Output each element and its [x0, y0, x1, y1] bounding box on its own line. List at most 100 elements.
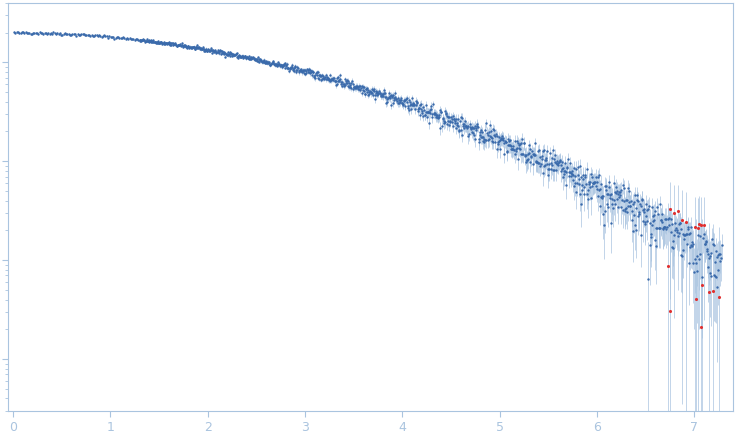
Point	[649, 236, 661, 243]
Point	[640, 220, 651, 227]
Point	[71, 31, 83, 38]
Point	[600, 183, 612, 190]
Point	[715, 241, 727, 248]
Point	[302, 69, 314, 76]
Point	[653, 224, 665, 231]
Point	[407, 102, 419, 109]
Point	[210, 47, 222, 54]
Point	[92, 32, 104, 39]
Point	[307, 69, 319, 76]
Point	[559, 168, 570, 175]
Point	[706, 250, 718, 257]
Point	[367, 91, 379, 98]
Point	[334, 76, 346, 83]
Point	[598, 207, 610, 214]
Point	[435, 109, 447, 116]
Point	[441, 112, 453, 119]
Point	[537, 156, 548, 163]
Point	[116, 35, 128, 42]
Point	[628, 199, 640, 206]
Point	[555, 162, 567, 169]
Point	[431, 113, 442, 120]
Point	[500, 139, 512, 146]
Point	[569, 172, 581, 179]
Point	[548, 156, 560, 163]
Point	[653, 224, 665, 231]
Point	[560, 168, 572, 175]
Point	[457, 121, 469, 128]
Point	[429, 110, 441, 117]
Point	[316, 75, 328, 82]
Point	[69, 31, 81, 38]
Point	[177, 43, 189, 50]
Point	[167, 42, 179, 49]
Point	[509, 150, 521, 157]
Point	[609, 201, 621, 208]
Point	[629, 211, 640, 218]
Point	[308, 69, 319, 76]
Point	[707, 288, 719, 295]
Point	[508, 142, 520, 149]
Point	[442, 118, 453, 125]
Point	[289, 64, 301, 71]
Point	[696, 281, 708, 288]
Point	[674, 220, 686, 227]
Point	[461, 124, 473, 131]
Point	[209, 47, 221, 54]
Point	[416, 107, 428, 114]
Point	[147, 36, 159, 43]
Point	[349, 84, 361, 91]
Point	[661, 225, 673, 232]
Point	[523, 149, 535, 156]
Point	[288, 64, 300, 71]
Point	[183, 43, 194, 50]
Point	[696, 273, 708, 280]
Point	[80, 32, 92, 39]
Point	[224, 49, 236, 56]
Point	[613, 193, 625, 200]
Point	[401, 94, 413, 101]
Point	[66, 31, 78, 38]
Point	[417, 109, 428, 116]
Point	[608, 180, 620, 187]
Point	[163, 41, 174, 48]
Point	[251, 57, 263, 64]
Point	[688, 268, 700, 275]
Point	[402, 103, 414, 110]
Point	[450, 125, 461, 132]
Point	[475, 127, 486, 134]
Point	[537, 148, 549, 155]
Point	[177, 43, 188, 50]
Point	[403, 105, 414, 112]
Point	[536, 153, 548, 160]
Point	[386, 94, 397, 101]
Point	[308, 74, 319, 81]
Point	[447, 113, 459, 120]
Point	[481, 131, 493, 138]
Point	[619, 208, 631, 215]
Point	[567, 170, 578, 177]
Point	[328, 75, 340, 82]
Point	[591, 186, 603, 193]
Point	[362, 91, 374, 98]
Point	[445, 118, 456, 125]
Point	[545, 160, 557, 167]
Point	[589, 180, 601, 187]
Point	[286, 62, 297, 69]
Point	[368, 85, 380, 92]
Point	[165, 42, 177, 49]
Point	[329, 78, 341, 85]
Point	[110, 34, 121, 41]
Point	[651, 204, 663, 211]
Point	[604, 192, 616, 199]
Point	[539, 161, 551, 168]
Point	[300, 70, 312, 77]
Point	[158, 41, 170, 48]
Point	[679, 231, 691, 238]
Point	[346, 80, 358, 87]
Point	[481, 120, 492, 127]
Point	[414, 104, 425, 111]
Point	[413, 105, 425, 112]
Point	[306, 67, 318, 74]
Point	[638, 206, 650, 213]
